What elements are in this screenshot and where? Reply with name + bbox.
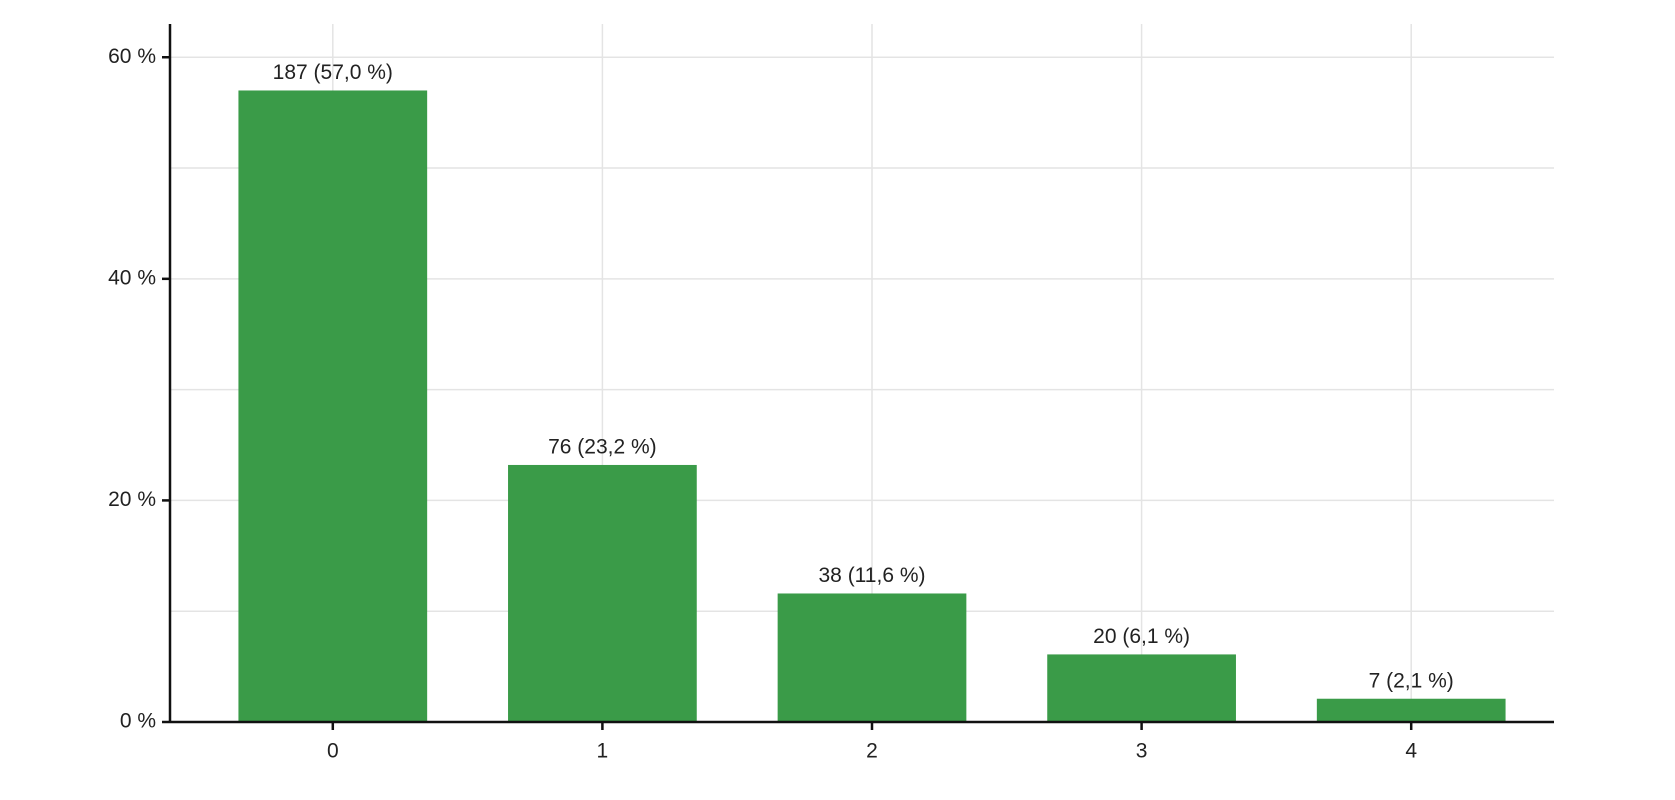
bar <box>1316 698 1506 722</box>
y-tick-label: 40 % <box>108 266 156 289</box>
bar <box>508 464 697 722</box>
bar <box>238 90 428 722</box>
x-tick-label: 0 <box>327 740 339 763</box>
y-tick-label: 0 % <box>120 710 156 733</box>
data-label: 76 (23,2 %) <box>548 436 657 459</box>
data-label: 7 (2,1 %) <box>1369 669 1454 692</box>
x-tick-label: 4 <box>1405 740 1417 763</box>
x-tick-label: 1 <box>597 740 609 763</box>
x-tick-label: 2 <box>866 740 878 763</box>
data-label: 20 (6,1 %) <box>1093 625 1190 648</box>
bar <box>777 593 967 722</box>
bar <box>1047 654 1236 722</box>
x-tick-label: 3 <box>1136 740 1148 763</box>
data-label: 38 (11,6 %) <box>819 564 926 587</box>
y-tick-label: 60 % <box>108 45 156 68</box>
data-label: 187 (57,0 %) <box>273 61 393 84</box>
y-tick-label: 20 % <box>108 488 156 511</box>
